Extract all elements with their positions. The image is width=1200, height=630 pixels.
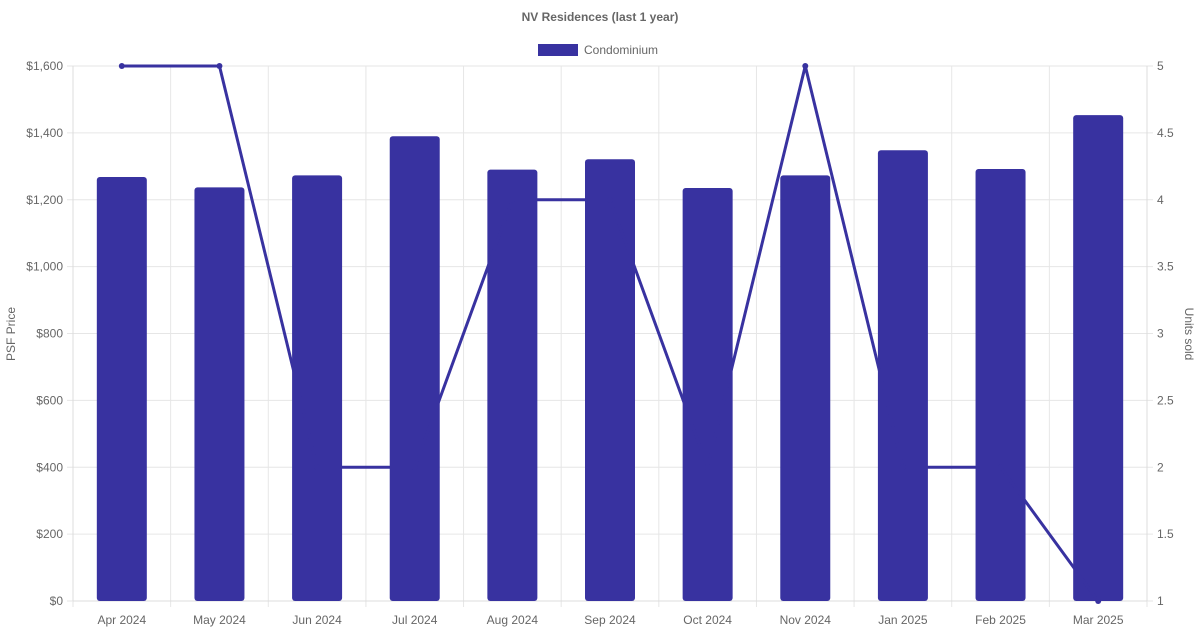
y-right-tick-label: 2.5: [1157, 393, 1174, 407]
legend-swatch: [538, 44, 578, 56]
bar: [780, 175, 831, 601]
y-tick-label: $200: [36, 527, 63, 541]
chart-title: NV Residences (last 1 year): [522, 10, 679, 24]
units-sold-point: [1095, 598, 1102, 604]
y-right-tick-label: 5: [1157, 59, 1164, 73]
units-sold-point: [802, 63, 809, 69]
bar: [487, 169, 538, 601]
bar: [96, 177, 147, 601]
bar: [585, 159, 635, 601]
bar: [975, 168, 1026, 602]
y-right-tick-label: 3: [1157, 327, 1164, 341]
bar: [682, 188, 733, 601]
y-tick-label: $1,600: [26, 59, 63, 73]
x-tick-label: Jul 2024: [392, 613, 438, 627]
x-tick-label: Feb 2025: [975, 613, 1026, 627]
y-right-tick-label: 4: [1157, 193, 1164, 207]
y-axis-title: PSF Price: [4, 307, 18, 361]
legend[interactable]: Condominium: [538, 43, 658, 57]
units-sold-point: [411, 464, 418, 471]
units-sold-point: [704, 464, 711, 471]
y-right-tick-label: 2: [1157, 460, 1164, 474]
x-tick-label: Jun 2024: [292, 613, 342, 627]
y-tick-label: $1,000: [26, 260, 63, 274]
x-tick-label: May 2024: [193, 613, 246, 627]
units-sold-point: [607, 196, 613, 203]
y-right-tick-label: 1: [1157, 594, 1164, 608]
x-tick-label: Sep 2024: [584, 613, 636, 627]
x-tick-label: Nov 2024: [780, 613, 832, 627]
y-tick-label: $1,400: [26, 126, 63, 140]
bar: [389, 136, 440, 601]
y-tick-label: $600: [36, 393, 63, 407]
units-sold-point: [997, 464, 1004, 471]
y-axis-right-title: Units sold: [1182, 308, 1196, 361]
bar: [1073, 115, 1124, 601]
units-sold-point: [509, 196, 516, 203]
units-sold-point: [118, 63, 125, 69]
bar: [877, 150, 928, 601]
bar: [292, 175, 343, 601]
y-tick-label: $400: [36, 460, 63, 474]
legend-label: Condominium: [584, 43, 658, 57]
y-right-tick-label: 4.5: [1157, 126, 1174, 140]
units-sold-point: [216, 63, 223, 69]
y-right-tick-label: 1.5: [1157, 527, 1174, 541]
units-sold-point: [314, 464, 321, 471]
x-tick-label: Oct 2024: [683, 613, 732, 627]
bar: [194, 187, 245, 602]
y-right-tick-label: 3.5: [1157, 260, 1174, 274]
y-tick-label: $800: [36, 327, 63, 341]
x-tick-label: Aug 2024: [487, 613, 539, 627]
x-tick-label: Apr 2024: [97, 613, 146, 627]
y-tick-label: $1,200: [26, 193, 63, 207]
plot-area: $0 $200 $400 $600 $800 $1,000 $1,200 $1,400 $1,6…: [26, 59, 1174, 627]
x-tick-label: Mar 2025: [1073, 613, 1124, 627]
y-tick-label: $0: [50, 594, 64, 608]
units-sold-point: [899, 464, 906, 471]
x-tick-label: Jan 2025: [878, 613, 928, 627]
